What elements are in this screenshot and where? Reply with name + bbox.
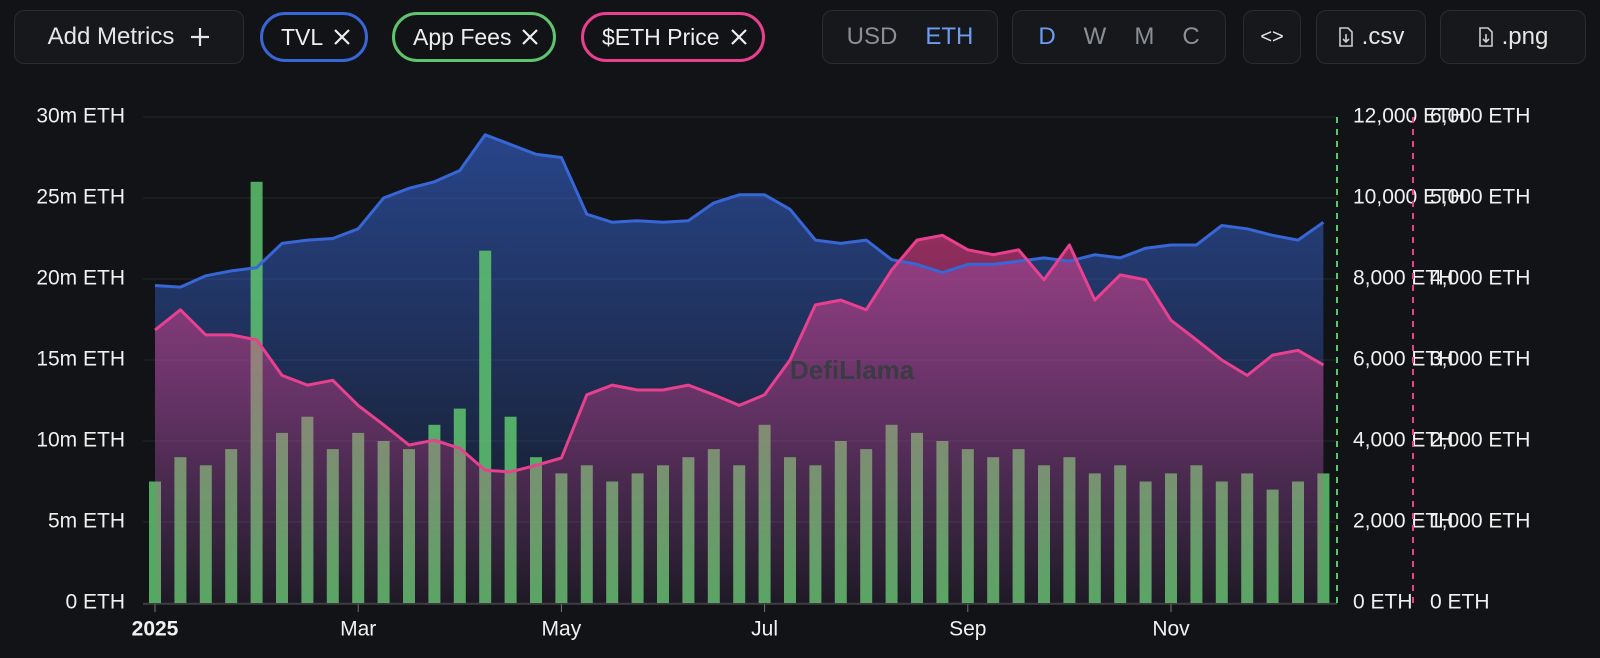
y-tick-label: 30m ETH	[36, 105, 125, 128]
y2-tick-label: 0 ETH	[1353, 591, 1413, 614]
y-tick-label: 20m ETH	[36, 267, 125, 290]
y3-tick-label: 4,000 ETH	[1430, 267, 1530, 290]
chip-label: TVL	[281, 23, 324, 50]
metric-chip[interactable]: App Fees	[392, 12, 557, 62]
metric-chip[interactable]: TVL	[260, 12, 369, 62]
embed-button[interactable]: <>	[1243, 10, 1301, 64]
y3-tick-label: 6,000 ETH	[1430, 105, 1530, 128]
toggle-option[interactable]: W	[1083, 23, 1107, 50]
currency-toggle: USD ETH	[822, 10, 998, 64]
close-icon	[730, 29, 747, 45]
y2-tick-label: 12,000 ETH	[1353, 105, 1465, 128]
toggle-option[interactable]: M	[1134, 23, 1155, 50]
y2-tick-label: 10,000 ETH	[1353, 186, 1465, 209]
x-tick-label: May	[542, 618, 582, 641]
granularity-toggle: D W M C	[1012, 10, 1226, 64]
png-label: .png	[1501, 23, 1549, 50]
csv-button[interactable]: .csv	[1316, 10, 1426, 64]
line	[154, 133, 1325, 289]
toggle-option[interactable]: D	[1038, 23, 1056, 50]
line	[154, 233, 1325, 474]
y2-tick-label: 4,000 ETH	[1353, 429, 1453, 452]
y3-tick-label: 2,000 ETH	[1430, 429, 1530, 452]
y3-tick-label: 1,000 ETH	[1430, 510, 1530, 533]
csv-label: .csv	[1361, 23, 1405, 50]
close-icon	[522, 29, 539, 45]
toggle-option[interactable]: C	[1182, 23, 1200, 50]
x-tick-label: Sep	[949, 618, 986, 641]
x-tick-label: Nov	[1152, 618, 1190, 641]
plus-icon	[191, 28, 210, 46]
embed-label: <>	[1260, 25, 1284, 48]
x-tick-label: 2025	[132, 618, 179, 641]
x-tick-label: Jul	[751, 618, 778, 641]
y-tick-label: 5m ETH	[48, 510, 125, 533]
toolbar: Add Metrics TVL App Fees $ETH Price USD …	[14, 10, 1586, 66]
toggle-option[interactable]: ETH	[925, 23, 974, 50]
download-icon	[1478, 27, 1493, 47]
y-tick-label: 10m ETH	[36, 429, 125, 452]
y3-tick-label: 5,000 ETH	[1430, 186, 1530, 209]
y3-tick-label: 0 ETH	[1430, 591, 1490, 614]
y2-tick-label: 2,000 ETH	[1353, 510, 1453, 533]
area-fill	[155, 235, 1324, 604]
toggle-option[interactable]: USD	[846, 23, 898, 50]
x-tick-label: Mar	[340, 618, 376, 641]
close-icon	[334, 29, 350, 45]
chip-label: $ETH Price	[602, 23, 720, 50]
y3-tick-label: 3,000 ETH	[1430, 348, 1530, 371]
metric-chip[interactable]: $ETH Price	[581, 12, 765, 62]
y2-tick-label: 8,000 ETH	[1353, 267, 1453, 290]
add-metrics-button[interactable]: Add Metrics	[14, 10, 244, 64]
y-tick-label: 0 ETH	[65, 591, 125, 614]
png-button[interactable]: .png	[1440, 10, 1586, 64]
y2-tick-label: 6,000 ETH	[1353, 348, 1453, 371]
watermark: DefiLlama	[790, 355, 915, 385]
y-tick-label: 15m ETH	[36, 348, 125, 371]
add-metrics-label: Add Metrics	[47, 23, 175, 50]
chip-label: App Fees	[413, 23, 512, 50]
y-tick-label: 25m ETH	[36, 186, 125, 209]
download-icon	[1338, 27, 1353, 47]
